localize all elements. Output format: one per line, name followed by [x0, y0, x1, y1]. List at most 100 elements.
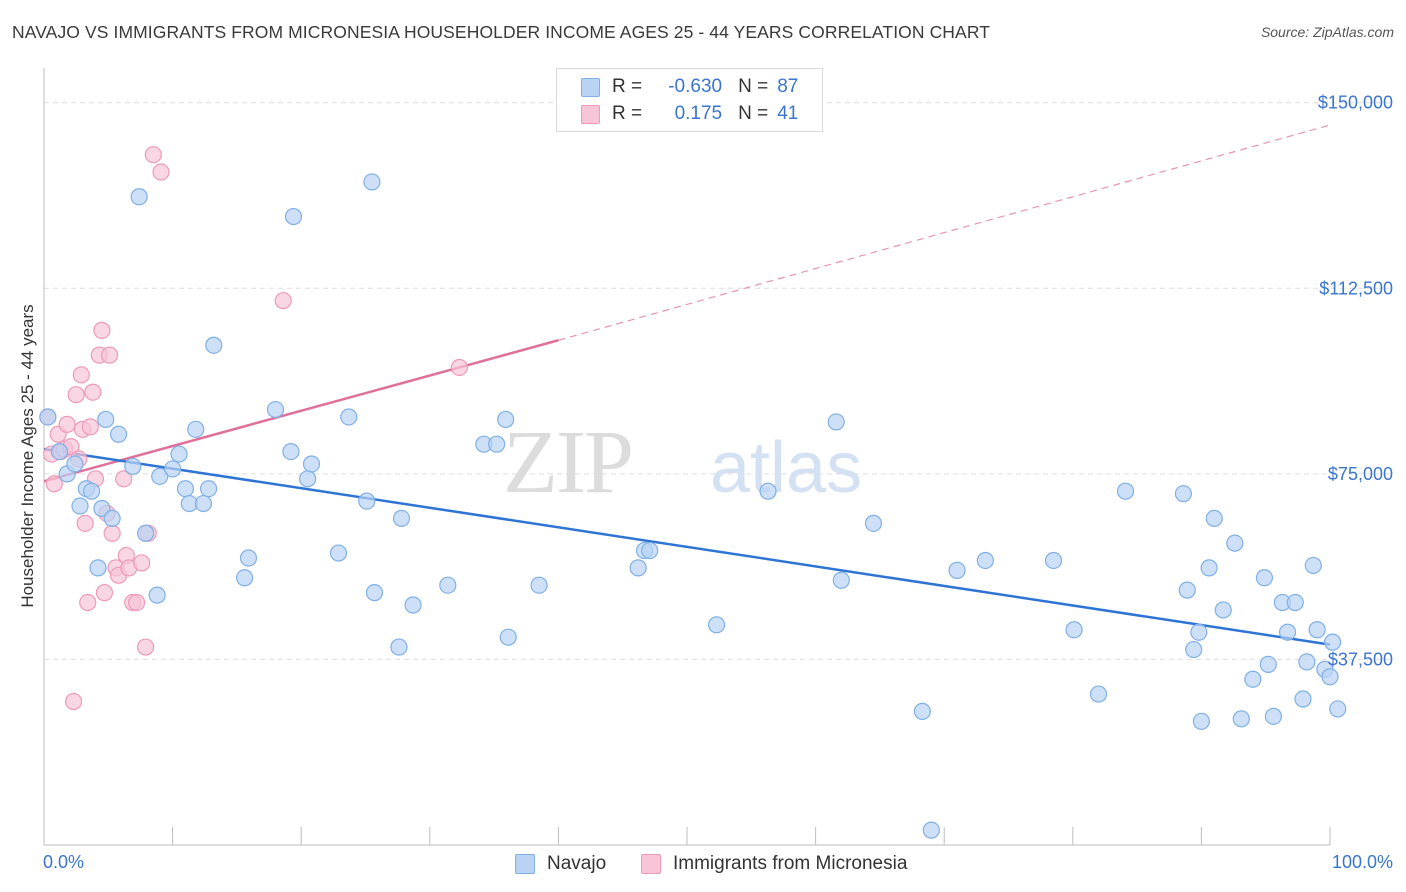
y-tick-label: $150,000	[1318, 93, 1393, 113]
data-point	[67, 386, 85, 404]
data-point	[641, 541, 659, 560]
data-point	[1321, 668, 1339, 686]
data-point	[66, 455, 84, 473]
series-legend-navajo: Navajo	[515, 851, 606, 877]
data-point	[392, 509, 411, 528]
gridlines	[44, 102, 1394, 660]
chart-source: Source: ZipAtlas.com	[1260, 24, 1394, 40]
series-legend-label-navajo: Navajo	[547, 853, 607, 874]
data-point	[84, 383, 102, 401]
data-point	[1298, 653, 1316, 671]
data-point	[1264, 707, 1283, 725]
data-point	[115, 470, 133, 488]
data-point	[1089, 685, 1108, 703]
data-point	[1044, 551, 1063, 570]
data-point	[127, 593, 146, 612]
legend-r-label: R =	[612, 103, 643, 124]
data-point	[274, 292, 292, 310]
data-point	[266, 400, 285, 419]
data-point	[1329, 700, 1347, 718]
data-point	[1174, 485, 1192, 503]
series-legend-swatch-micronesia	[641, 854, 661, 874]
data-point	[176, 480, 195, 498]
data-point	[144, 146, 162, 164]
data-point	[390, 638, 408, 656]
data-point	[299, 470, 317, 488]
data-point	[151, 467, 169, 485]
data-points	[39, 146, 1347, 839]
data-point	[976, 551, 994, 570]
data-point	[103, 524, 121, 542]
data-point	[284, 207, 303, 226]
data-point	[130, 188, 148, 206]
data-point	[1192, 712, 1211, 730]
data-point	[100, 346, 119, 364]
legend-n-label: N =	[738, 103, 769, 124]
data-point	[236, 569, 254, 587]
data-point	[497, 410, 515, 429]
data-point	[1278, 623, 1297, 641]
data-point	[629, 559, 647, 577]
correlation-legend: R = -0.630 N = 87 R = 0.175 N = 41	[556, 68, 823, 132]
watermark: ZIP atlas	[503, 413, 862, 512]
legend-row-micronesia: R = 0.175 N = 41	[581, 101, 798, 127]
data-point	[71, 497, 89, 515]
data-point	[329, 544, 348, 562]
data-point	[103, 509, 121, 528]
data-point	[1226, 534, 1244, 552]
data-point	[79, 593, 97, 612]
data-point	[340, 408, 358, 426]
data-point	[97, 410, 115, 429]
data-point	[1185, 640, 1203, 659]
axes	[43, 68, 1331, 846]
data-point	[439, 576, 457, 594]
series-navajo	[39, 173, 1347, 839]
data-point	[81, 418, 99, 436]
y-axis-title: Householder Income Ages 25 - 44 years	[18, 304, 37, 608]
data-point	[1205, 509, 1223, 528]
data-point	[200, 480, 218, 498]
data-point	[82, 482, 101, 500]
data-point	[148, 586, 166, 604]
data-point	[205, 336, 223, 354]
data-point	[922, 821, 940, 839]
data-point	[164, 460, 182, 478]
data-point	[187, 420, 205, 438]
watermark-zip: ZIP	[503, 413, 632, 512]
data-point	[913, 702, 931, 720]
data-point	[365, 584, 384, 602]
x-tick-label-min: 0.0%	[43, 852, 85, 872]
legend-r-value-micronesia: 0.175	[674, 103, 723, 124]
data-point	[95, 584, 114, 602]
data-point	[1116, 482, 1135, 500]
data-point	[170, 445, 188, 463]
data-point	[89, 559, 107, 577]
data-point	[404, 596, 422, 614]
data-point	[1178, 581, 1196, 599]
data-point	[1244, 670, 1262, 688]
data-point	[50, 443, 69, 461]
data-point	[450, 358, 468, 377]
data-point	[124, 457, 142, 476]
legend-n-label: N =	[738, 76, 769, 97]
data-point	[1259, 655, 1277, 673]
chart-title: NAVAJO VS IMMIGRANTS FROM MICRONESIA HOU…	[12, 22, 991, 42]
data-point	[133, 554, 151, 572]
data-point	[1286, 593, 1304, 612]
data-point	[499, 628, 517, 646]
y-tick-label: $75,000	[1328, 464, 1393, 484]
data-point	[1304, 556, 1322, 575]
data-point	[488, 435, 506, 453]
series-legend-label-micronesia: Immigrants from Micronesia	[673, 853, 908, 874]
data-point	[1255, 569, 1274, 587]
y-tick-labels: $37,500 $75,000 $112,500 $150,000	[1318, 93, 1393, 670]
data-point	[832, 571, 850, 589]
data-point	[1200, 559, 1218, 577]
data-point	[72, 366, 90, 384]
data-point	[93, 321, 111, 339]
trend-lines	[43, 124, 1331, 646]
data-point	[239, 549, 258, 567]
data-point	[302, 455, 321, 473]
series-immigrants-from-micronesia	[39, 146, 468, 711]
x-tick-label-max: 100.0%	[1331, 852, 1393, 872]
